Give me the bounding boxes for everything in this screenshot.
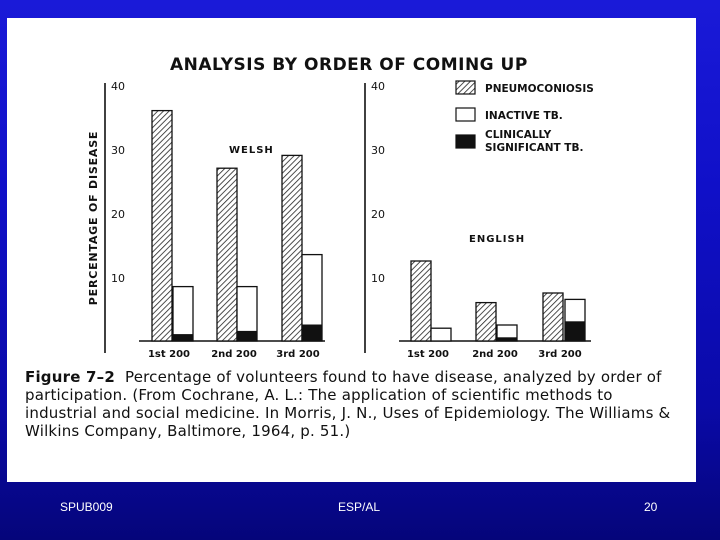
x-category-label: 3rd 200: [276, 349, 319, 358]
bar-pneumoconiosis: [216, 167, 238, 342]
bar-chart: ANALYSIS BY ORDER OF COMING UP PERCENTAGE…: [87, 55, 594, 358]
x-category-label: 1st 200: [148, 349, 190, 358]
legend-swatch-inactive-tb: [455, 107, 476, 122]
chart-title: ANALYSIS BY ORDER OF COMING UP: [170, 55, 528, 75]
x-category-label: 1st 200: [407, 349, 449, 358]
bar-pneumoconiosis: [475, 301, 497, 342]
y-tick-label: 40: [371, 80, 385, 93]
bar-inactive-tb: [172, 285, 194, 342]
legend-label-inactive-tb: INACTIVE TB.: [485, 110, 563, 122]
slide-panel: ANALYSIS BY ORDER OF COMING UP PERCENTAGE…: [7, 18, 696, 482]
y-tick-label: 30: [371, 144, 385, 157]
footer-author: ESP/AL: [338, 500, 381, 514]
slide-number: 20: [644, 500, 658, 514]
y-tick-label: 10: [371, 272, 385, 285]
bar-pneumoconiosis: [151, 109, 173, 342]
bar-pneumoconiosis: [281, 154, 303, 342]
bar-pneumoconiosis: [410, 260, 432, 342]
bar-clinically-significant-tb: [236, 330, 258, 342]
legend-swatch-clinically-significant-tb: [455, 134, 476, 149]
x-category-label: 2nd 200: [211, 349, 257, 358]
x-category-label: 2nd 200: [472, 349, 518, 358]
bar-pneumoconiosis: [542, 292, 564, 342]
footer-course-code: SPUB009: [60, 500, 113, 514]
y-tick-label: 10: [111, 272, 125, 285]
figure-caption: Figure 7–2 Percentage of volunteers found…: [25, 368, 687, 440]
bar-inactive-tb: [430, 327, 452, 342]
figure-label: Figure 7–2: [25, 368, 115, 386]
y-axis-label: PERCENTAGE OF DISEASE: [87, 131, 100, 305]
panel-label-english: ENGLISH: [469, 234, 525, 245]
bar-clinically-significant-tb: [496, 337, 518, 342]
bar-clinically-significant-tb: [172, 334, 194, 342]
y-tick-label: 20: [111, 208, 125, 221]
slide-footer: SPUB009 ESP/AL 20: [0, 492, 720, 522]
panel-label-welsh: WELSH: [229, 145, 274, 156]
y-tick-label: 20: [371, 208, 385, 221]
y-tick-label: 30: [111, 144, 125, 157]
legend-label-pneumoconiosis: PNEUMOCONIOSIS: [485, 83, 594, 95]
bar-clinically-significant-tb: [301, 324, 323, 342]
bar-clinically-significant-tb: [564, 321, 586, 342]
y-tick-label: 40: [111, 80, 125, 93]
x-category-label: 3rd 200: [538, 349, 581, 358]
legend-swatch-pneumoconiosis: [455, 80, 476, 95]
legend-label-clinically-significant-tb: CLINICALLY SIGNIFICANT TB.: [485, 129, 583, 154]
caption-text: Percentage of volunteers found to have d…: [25, 368, 671, 440]
